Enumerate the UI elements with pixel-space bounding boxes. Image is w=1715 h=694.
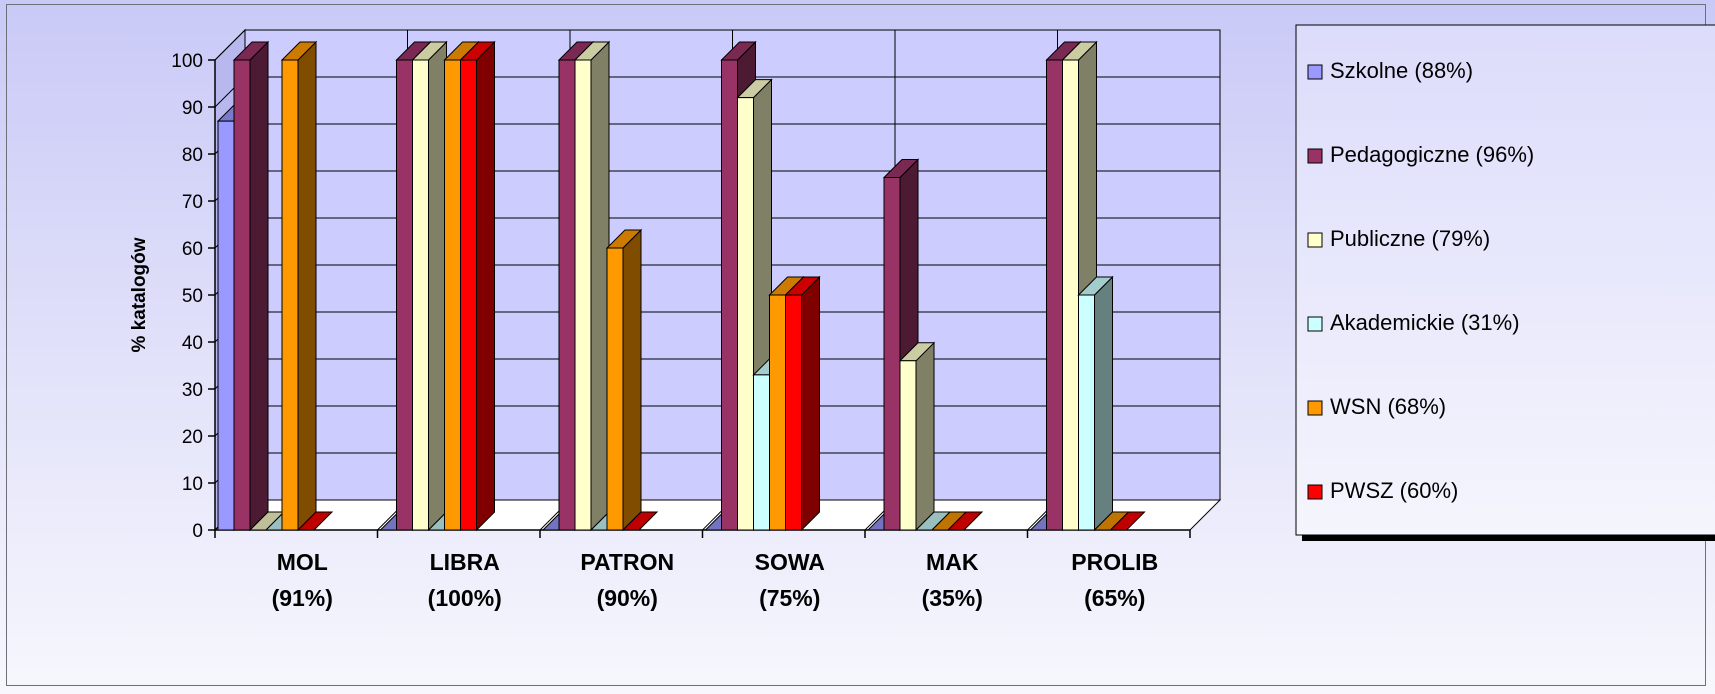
category-label: MOL <box>277 549 328 575</box>
bar <box>411 40 448 532</box>
bar-front <box>396 59 413 531</box>
bar-top <box>946 511 984 531</box>
legend-swatch <box>1307 232 1323 248</box>
y-tick-label: 60 <box>182 239 203 260</box>
gridline-side <box>214 29 246 61</box>
bar <box>232 40 270 532</box>
bar <box>1077 275 1114 532</box>
bar-front <box>574 59 592 531</box>
y-tick-label: 50 <box>182 286 203 307</box>
legend-item: PWSZ (60%) <box>1307 478 1458 503</box>
bar-front <box>899 360 917 531</box>
legend-label: Szkolne (88%) <box>1330 58 1473 83</box>
category-label: PATRON <box>580 549 674 575</box>
y-axis-label: % katalogów <box>129 237 150 352</box>
bar <box>784 275 821 532</box>
bar-front <box>558 59 576 531</box>
legend-label: Pedagogiczne (96%) <box>1330 142 1534 167</box>
bar <box>459 40 496 532</box>
legend-label: WSN (68%) <box>1330 394 1446 419</box>
category-label: (75%) <box>759 585 820 611</box>
bar-front <box>412 59 429 531</box>
legend-label: Publiczne (79%) <box>1330 226 1490 251</box>
bar-front <box>785 294 802 531</box>
category-label: LIBRA <box>430 549 500 575</box>
y-tick-label: 70 <box>182 192 203 213</box>
bar-front <box>769 294 786 531</box>
bar <box>573 40 611 532</box>
bar-side <box>428 40 447 532</box>
bar-front <box>737 97 754 531</box>
y-tick-labels: 0 10 20 30 40 50 60 70 80 90 100 <box>171 51 203 542</box>
bar-front <box>460 59 477 531</box>
bar <box>296 511 334 531</box>
category-label: SOWA <box>755 549 825 575</box>
bar-front <box>753 374 770 531</box>
bar-front <box>233 59 251 531</box>
legend-item: Pedagogiczne (96%) <box>1307 142 1534 167</box>
y-tick-label: 100 <box>171 51 203 72</box>
category-label: (100%) <box>428 585 502 611</box>
category-label: (65%) <box>1084 585 1145 611</box>
y-tick-label: 80 <box>182 145 203 166</box>
category-label: (35%) <box>922 585 983 611</box>
legend-item: WSN (68%) <box>1307 394 1446 419</box>
bar-front <box>606 247 624 531</box>
bar-front <box>721 59 738 531</box>
category-label: MAK <box>926 549 979 575</box>
bar-top <box>1109 511 1146 531</box>
bar-side <box>297 40 317 532</box>
legend-box <box>1295 24 1715 536</box>
bar-front <box>281 59 299 531</box>
bar-side <box>801 275 820 532</box>
category-label: PROLIB <box>1071 549 1158 575</box>
bar-top <box>296 511 334 531</box>
bar <box>1109 511 1146 531</box>
bar-side <box>476 40 495 532</box>
bar-side <box>1094 275 1113 532</box>
bar-side <box>590 40 610 532</box>
bar-side <box>249 40 269 532</box>
legend-label: Akademickie (31%) <box>1330 310 1520 335</box>
y-tick-label: 30 <box>182 380 203 401</box>
bar <box>621 511 659 531</box>
bar-front <box>444 59 461 531</box>
y-tick-label: 10 <box>182 474 203 495</box>
y-tick-label: 0 <box>192 521 203 542</box>
bar-front <box>883 177 901 531</box>
legend-swatch <box>1307 400 1323 416</box>
legend: Szkolne (88%) Pedagogiczne (96%) Publiczne… <box>1295 24 1715 541</box>
bar-side <box>915 341 935 532</box>
bar <box>946 511 984 531</box>
bar-top <box>621 511 659 531</box>
y-tick-label: 40 <box>182 333 203 354</box>
bar <box>280 40 318 532</box>
category-label: (91%) <box>272 585 333 611</box>
bars <box>216 40 1146 532</box>
category-labels: MOL (91%) LIBRA (100%) PATRON (90%) SOWA (75%) M… <box>272 549 1159 611</box>
bar-front <box>1062 59 1079 531</box>
legend-swatch <box>1307 148 1323 164</box>
y-tick-label: 90 <box>182 98 203 119</box>
bar <box>898 341 936 532</box>
axes <box>208 59 1191 538</box>
y-tick-label: 20 <box>182 427 203 448</box>
legend-item: Szkolne (88%) <box>1307 58 1473 83</box>
legend-swatch <box>1307 64 1323 80</box>
bar <box>605 228 643 532</box>
bar-front <box>217 120 235 531</box>
bar-front <box>1046 59 1063 531</box>
legend-item: Akademickie (31%) <box>1307 310 1520 335</box>
legend-swatch <box>1307 484 1323 500</box>
bar-front <box>1078 294 1095 531</box>
category-label: (90%) <box>597 585 658 611</box>
legend-label: PWSZ (60%) <box>1330 478 1458 503</box>
bar-side <box>622 228 642 532</box>
legend-swatch <box>1307 316 1323 332</box>
legend-item: Publiczne (79%) <box>1307 226 1490 251</box>
